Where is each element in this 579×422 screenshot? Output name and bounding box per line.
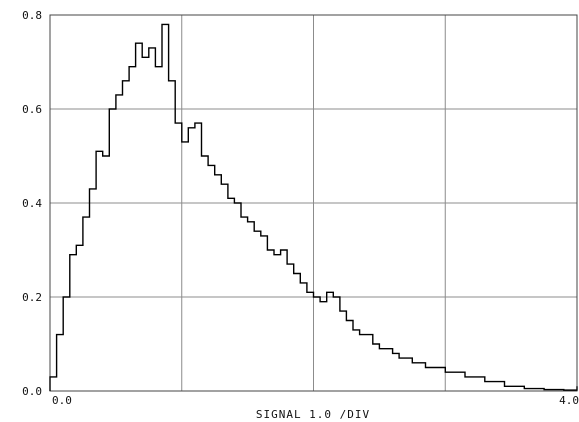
- x-axis-label: SIGNAL 1.0 /DIV: [256, 408, 370, 421]
- x-tick-label-end: 4.0: [559, 394, 579, 407]
- y-tick-label: 0.4: [22, 197, 42, 210]
- y-tick-label: 0.2: [22, 291, 42, 304]
- series-line: [49, 23, 578, 391]
- y-tick-label: 0.8: [22, 9, 42, 22]
- y-tick-labels: 0.0 0.2 0.4 0.6 0.8: [22, 9, 42, 398]
- grid: [50, 15, 577, 391]
- y-tick-label: 0.6: [22, 103, 42, 116]
- y-tick-label: 0.0: [22, 385, 42, 398]
- x-tick-label-start: 0.0: [52, 394, 72, 407]
- plot-frame: [49, 14, 578, 392]
- x-tick-labels: 0.0 4.0: [52, 394, 579, 407]
